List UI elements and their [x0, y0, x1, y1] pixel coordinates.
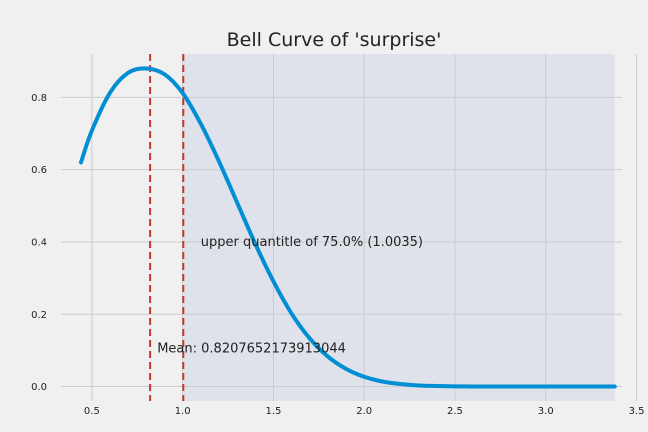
x-tick-label: 2.5 [447, 406, 463, 417]
x-tick-label: 3.5 [629, 406, 645, 417]
x-tick-label: 1.0 [175, 406, 191, 417]
x-tick-label: 3.0 [538, 406, 554, 417]
y-tick-label: 0.2 [31, 310, 47, 321]
x-tick-label: 2.0 [356, 406, 372, 417]
x-tick-label: 0.5 [84, 406, 100, 417]
shaded-upper-region [183, 54, 615, 401]
y-tick-label: 0.4 [31, 237, 47, 248]
mean-annotation: Mean: 0.8207652173913044 [157, 342, 346, 357]
x-tick-label: 1.5 [265, 406, 281, 417]
chart-title: Bell Curve of 'surprise' [227, 29, 442, 51]
bell-curve-line [78, 66, 617, 389]
quantile-annotation: upper quantitle of 75.0% (1.0035) [201, 235, 423, 250]
y-tick-label: 0.0 [31, 382, 47, 393]
y-tick-label: 0.8 [31, 93, 47, 104]
y-tick-label: 0.6 [31, 165, 47, 176]
